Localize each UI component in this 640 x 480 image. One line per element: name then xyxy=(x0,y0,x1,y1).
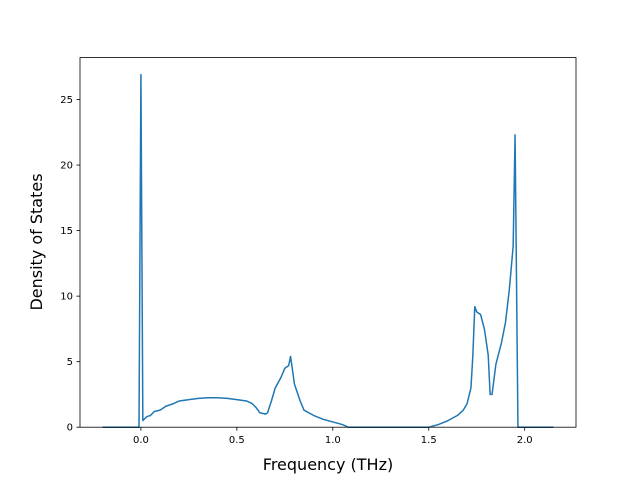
y-tick-label: 5 xyxy=(67,357,73,368)
x-tick-label: 1.0 xyxy=(325,435,341,446)
y-tick-label: 10 xyxy=(60,292,73,303)
y-tick-label: 15 xyxy=(60,226,73,237)
x-tick-label: 0.0 xyxy=(133,435,149,446)
plot-frame xyxy=(79,57,577,428)
y-tick-label: 20 xyxy=(60,161,73,172)
y-tick-label: 0 xyxy=(67,423,73,434)
data-line xyxy=(102,73,554,428)
x-axis-label: Frequency (THz) xyxy=(263,455,393,474)
y-axis-label: Density of States xyxy=(27,173,46,310)
x-tick-label: 2.0 xyxy=(517,435,533,446)
x-tick-label: 0.5 xyxy=(229,435,245,446)
y-tick-label: 25 xyxy=(60,95,73,106)
x-tick-label: 1.5 xyxy=(421,435,437,446)
